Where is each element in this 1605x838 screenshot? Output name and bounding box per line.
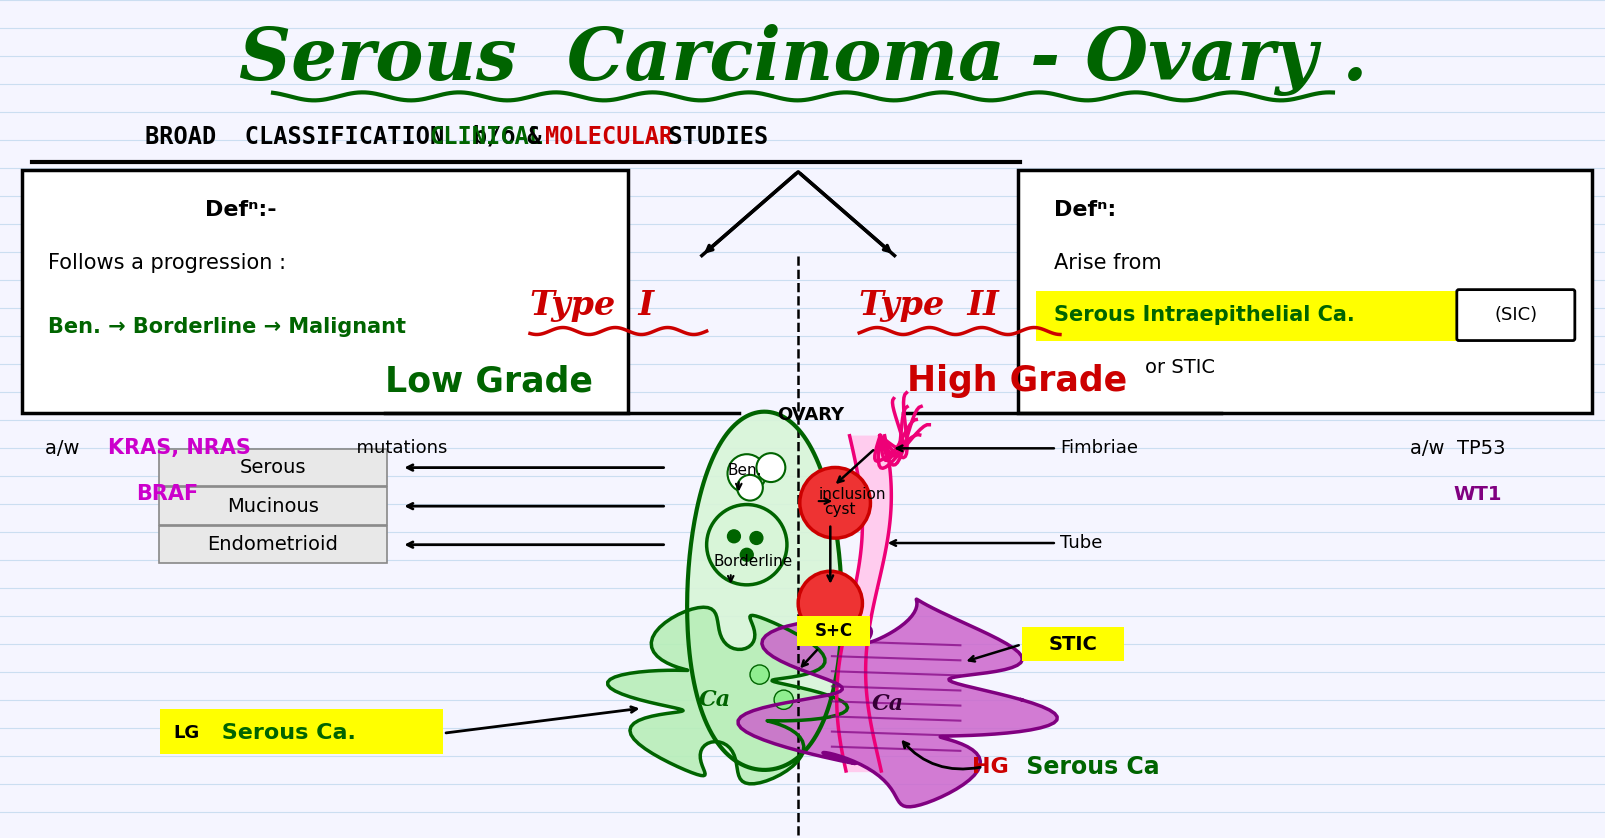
FancyBboxPatch shape: [1018, 170, 1591, 412]
Text: Ben. → Borderline → Malignant: Ben. → Borderline → Malignant: [48, 317, 406, 337]
Text: or STIC: or STIC: [1144, 358, 1215, 377]
Text: KRAS, NRAS: KRAS, NRAS: [108, 438, 250, 458]
FancyBboxPatch shape: [1456, 290, 1575, 340]
Text: mutations: mutations: [345, 439, 448, 458]
FancyBboxPatch shape: [796, 616, 870, 646]
Text: CLINICAL: CLINICAL: [429, 125, 542, 148]
FancyBboxPatch shape: [22, 170, 628, 412]
Text: MOLECULAR: MOLECULAR: [544, 125, 672, 148]
Text: Serous Ca: Serous Ca: [1018, 755, 1159, 779]
Circle shape: [706, 504, 786, 585]
Text: Borderline: Borderline: [713, 554, 791, 569]
Text: Type  I: Type I: [530, 289, 653, 323]
Text: inclusion: inclusion: [819, 487, 886, 502]
Circle shape: [774, 691, 793, 709]
Text: S+C: S+C: [814, 622, 852, 640]
Text: STIC: STIC: [1048, 635, 1096, 654]
Text: &: &: [514, 125, 555, 148]
Text: Ca: Ca: [698, 689, 730, 711]
Text: Ben.: Ben.: [727, 463, 761, 478]
FancyBboxPatch shape: [1021, 628, 1124, 661]
Circle shape: [727, 454, 766, 493]
Polygon shape: [607, 608, 847, 784]
Text: a/w: a/w: [45, 439, 85, 458]
Circle shape: [737, 475, 762, 500]
FancyBboxPatch shape: [159, 449, 387, 486]
Text: Endometrioid: Endometrioid: [207, 535, 339, 554]
Text: Serous  Carcinoma - Ovary .: Serous Carcinoma - Ovary .: [239, 24, 1366, 96]
Text: Ca: Ca: [872, 693, 904, 715]
Text: cyst: cyst: [823, 502, 855, 517]
Circle shape: [750, 665, 769, 684]
Polygon shape: [738, 599, 1056, 807]
Text: BROAD  CLASSIFICATION  b/o: BROAD CLASSIFICATION b/o: [144, 125, 530, 148]
FancyBboxPatch shape: [159, 488, 387, 525]
Text: Serous: Serous: [239, 458, 307, 477]
Text: LG: LG: [173, 724, 199, 742]
Text: Low Grade: Low Grade: [385, 365, 592, 398]
Text: Follows a progression :: Follows a progression :: [48, 252, 286, 272]
FancyBboxPatch shape: [1035, 291, 1573, 341]
Text: STUDIES: STUDIES: [639, 125, 767, 148]
FancyBboxPatch shape: [159, 526, 387, 563]
Circle shape: [798, 572, 862, 635]
Text: Defⁿ:-: Defⁿ:-: [205, 200, 276, 220]
Text: High Grade: High Grade: [907, 365, 1127, 398]
Text: HG: HG: [971, 757, 1008, 777]
Text: a/w  TP53: a/w TP53: [1409, 439, 1504, 458]
Text: Type  II: Type II: [859, 289, 998, 323]
Text: BRAF: BRAF: [136, 484, 199, 504]
Text: Mucinous: Mucinous: [226, 497, 319, 515]
Circle shape: [799, 468, 870, 538]
Text: WT1: WT1: [1453, 485, 1501, 504]
Text: Serous Ca.: Serous Ca.: [213, 723, 355, 743]
Circle shape: [750, 531, 762, 545]
Text: Arise from: Arise from: [1053, 252, 1160, 272]
Polygon shape: [687, 411, 841, 770]
Circle shape: [756, 453, 785, 482]
Text: Serous Intraepithelial Ca.: Serous Intraepithelial Ca.: [1053, 305, 1355, 325]
Text: (SIC): (SIC): [1493, 306, 1536, 324]
Text: Defⁿ:: Defⁿ:: [1053, 200, 1115, 220]
Circle shape: [740, 548, 753, 561]
FancyBboxPatch shape: [159, 709, 443, 754]
Text: Tube: Tube: [1059, 534, 1101, 552]
Circle shape: [727, 530, 740, 543]
Text: Fimbriae: Fimbriae: [1059, 439, 1138, 458]
Text: OVARY: OVARY: [777, 406, 844, 424]
